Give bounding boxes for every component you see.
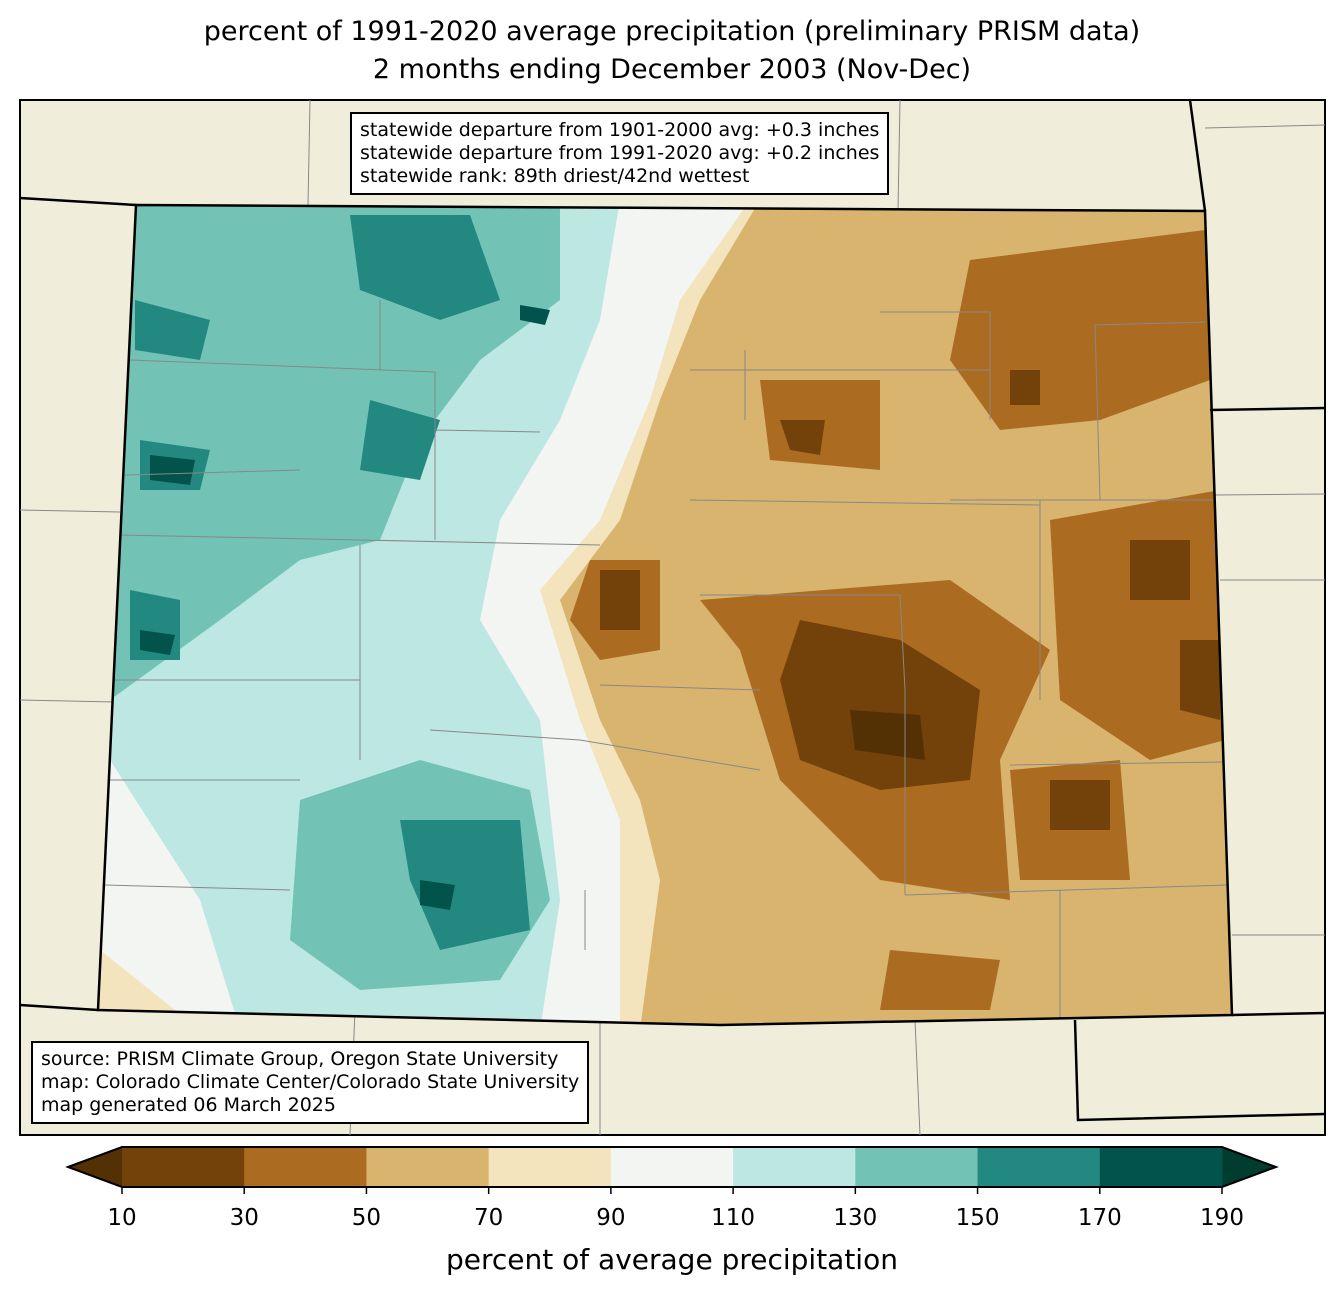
colorbar: [65, 1146, 1279, 1194]
colorbar-bin: [488, 1147, 612, 1187]
colorbar-tick-label: 170: [1077, 1205, 1122, 1231]
stats-line-3: statewide rank: 89th driest/42nd wettest: [360, 165, 750, 187]
colorbar-tick-label: 110: [711, 1205, 756, 1231]
neighbor-state-borders: [19, 99, 1326, 1136]
colorbar-tick-label: 190: [1200, 1205, 1244, 1231]
map-title: percent of 1991-2020 average precipitati…: [203, 16, 1141, 47]
colorbar-bin: [122, 1147, 245, 1187]
state-borders: [19, 99, 1326, 1122]
colorbar-bin: [366, 1147, 490, 1187]
county-borders: [104, 300, 1231, 1020]
colorbar-tick-label: 90: [596, 1205, 626, 1231]
colorado-border: [96, 203, 1234, 1027]
colorbar-over-arrow: [1222, 1147, 1276, 1187]
colorbar-tick-label: 30: [229, 1205, 259, 1231]
statewide-stats-box: statewide departure from 1901-2000 avg: …: [350, 112, 890, 195]
precipitation-field: [98, 205, 1232, 1025]
credits-line-1: source: PRISM Climate Group, Oregon Stat…: [41, 1048, 559, 1070]
stats-line-1: statewide departure from 1901-2000 avg: …: [360, 119, 880, 141]
colorbar-label: percent of average precipitation: [446, 1243, 898, 1276]
colorbar-tick-label: 10: [107, 1205, 137, 1231]
colorbar-tick-label: 130: [833, 1205, 878, 1231]
colorbar-tick-label: 70: [474, 1205, 504, 1231]
credits-line-3: map generated 06 March 2025: [41, 1094, 336, 1116]
colorbar-bin: [1099, 1147, 1223, 1187]
stats-line-2: statewide departure from 1991-2020 avg: …: [360, 142, 880, 164]
colorbar-tick-label: 150: [955, 1205, 1000, 1231]
colorbar-bin: [977, 1147, 1101, 1187]
colorbar-bin: [610, 1147, 734, 1187]
colorbar-bin: [733, 1147, 856, 1187]
map-subtitle: 2 months ending December 2003 (Nov-Dec): [372, 54, 972, 85]
credits-box: source: PRISM Climate Group, Oregon Stat…: [31, 1041, 590, 1124]
colorbar-bin: [855, 1147, 979, 1187]
colorbar-tick-label: 50: [351, 1205, 382, 1231]
colorbar-under-arrow: [68, 1147, 122, 1187]
credits-line-2: map: Colorado Climate Center/Colorado St…: [41, 1071, 580, 1093]
colorbar-bin: [244, 1147, 367, 1187]
